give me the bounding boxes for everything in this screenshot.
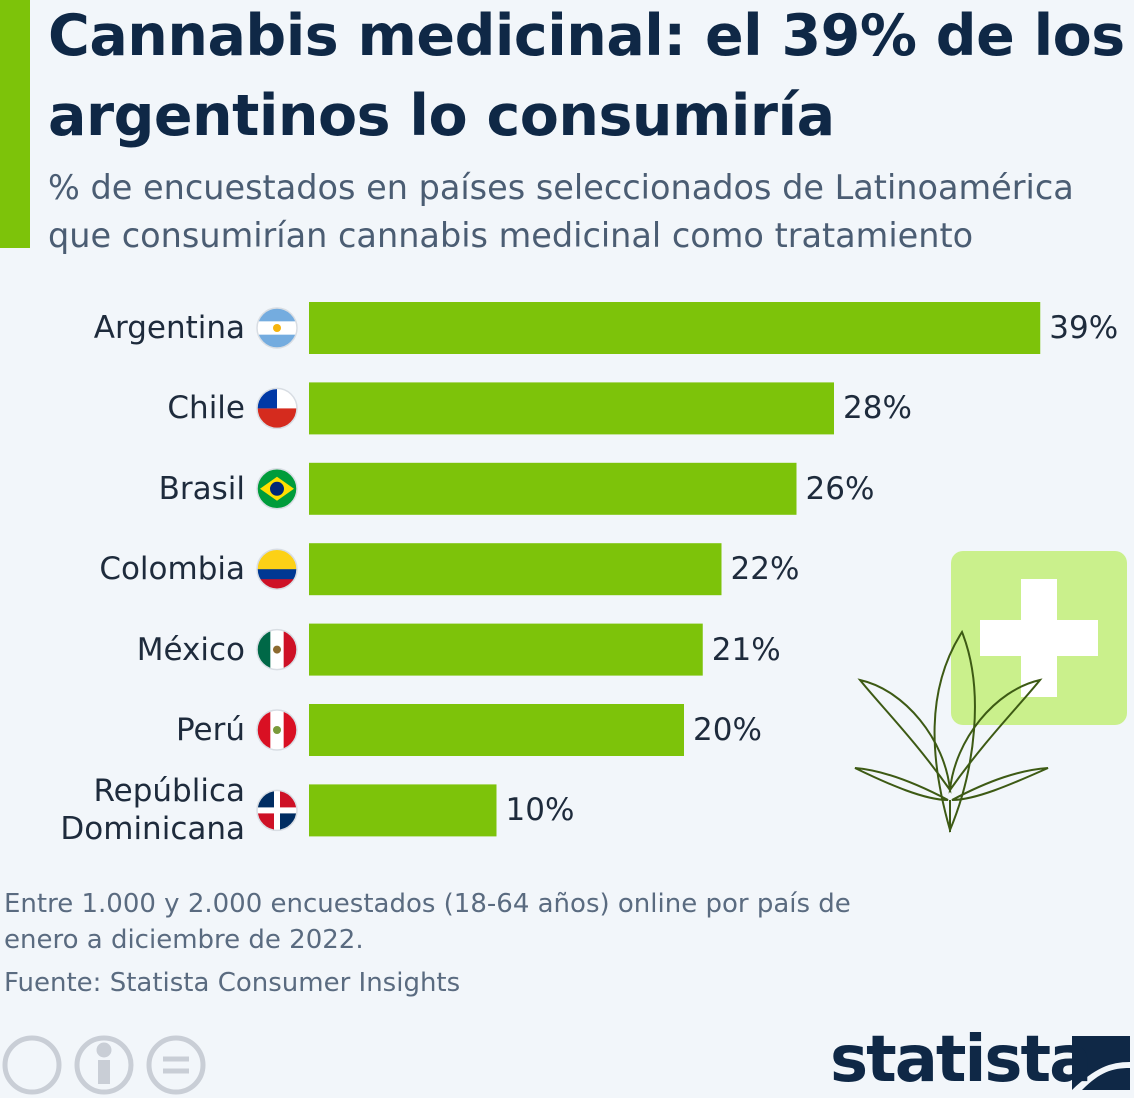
bar	[309, 623, 703, 676]
flag	[256, 387, 298, 430]
bar	[309, 462, 797, 515]
category-label: Argentina	[93, 310, 245, 346]
category-label: Colombia	[99, 551, 245, 588]
flag-stripe	[257, 308, 297, 322]
note: Entre 1.000 y 2.000 encuestados (18-64 a…	[4, 889, 851, 955]
value-label: 22%	[730, 551, 800, 588]
flag-stripe	[257, 569, 297, 580]
category-label: Perú	[175, 712, 245, 748]
flag-border	[256, 548, 298, 590]
category-label: Brasil	[158, 470, 245, 507]
flag-cross	[257, 807, 297, 814]
flag	[256, 628, 298, 671]
flag-stripe	[257, 408, 297, 429]
flag-stripe	[257, 549, 297, 560]
flag	[256, 789, 298, 832]
flag-emblem	[273, 324, 281, 332]
flag-border	[256, 709, 298, 751]
chart-subtitle: % de encuestados en países seleccionados…	[48, 168, 1074, 255]
chart-title: Cannabis medicinal: el 39% de los argent…	[48, 3, 1125, 149]
value-label: 21%	[711, 631, 781, 668]
value-label: 20%	[693, 712, 762, 748]
flag-body	[257, 790, 297, 831]
value-label: 26%	[805, 470, 875, 507]
flag-stripe	[257, 629, 271, 670]
flag-stripe	[257, 579, 297, 590]
flag-border	[256, 628, 298, 671]
flag-body	[257, 549, 297, 590]
license-icons	[2, 1035, 206, 1095]
flag-body	[257, 468, 297, 509]
accent-bar	[0, 0, 30, 248]
bar	[309, 543, 722, 596]
category-label: Chile	[167, 390, 245, 427]
flag-stripe	[257, 710, 271, 750]
flag-globe	[270, 481, 284, 496]
value-label: 39%	[1049, 310, 1119, 346]
flag-border	[256, 387, 298, 430]
logo: statista	[830, 1023, 1092, 1097]
flag	[256, 307, 298, 349]
flag	[256, 548, 298, 590]
bar	[309, 302, 1041, 354]
flag-border	[256, 307, 298, 349]
bar	[309, 382, 834, 435]
decoration	[854, 551, 1127, 834]
bar	[309, 784, 497, 837]
flag-border	[256, 468, 298, 510]
category-label: México	[136, 631, 245, 668]
flag-stripe	[257, 559, 297, 570]
value-label: 28%	[843, 390, 912, 427]
logo-mark	[1072, 1036, 1130, 1090]
flag-border	[256, 789, 298, 832]
flag	[256, 709, 298, 751]
flag-emblem	[273, 645, 281, 654]
category-label: República Dominicana	[60, 773, 245, 848]
flag-emblem	[273, 726, 281, 734]
source: Fuente: Statista Consumer Insights	[4, 968, 461, 998]
bar	[309, 704, 684, 756]
flag	[256, 468, 298, 510]
value-label: 10%	[505, 792, 575, 829]
